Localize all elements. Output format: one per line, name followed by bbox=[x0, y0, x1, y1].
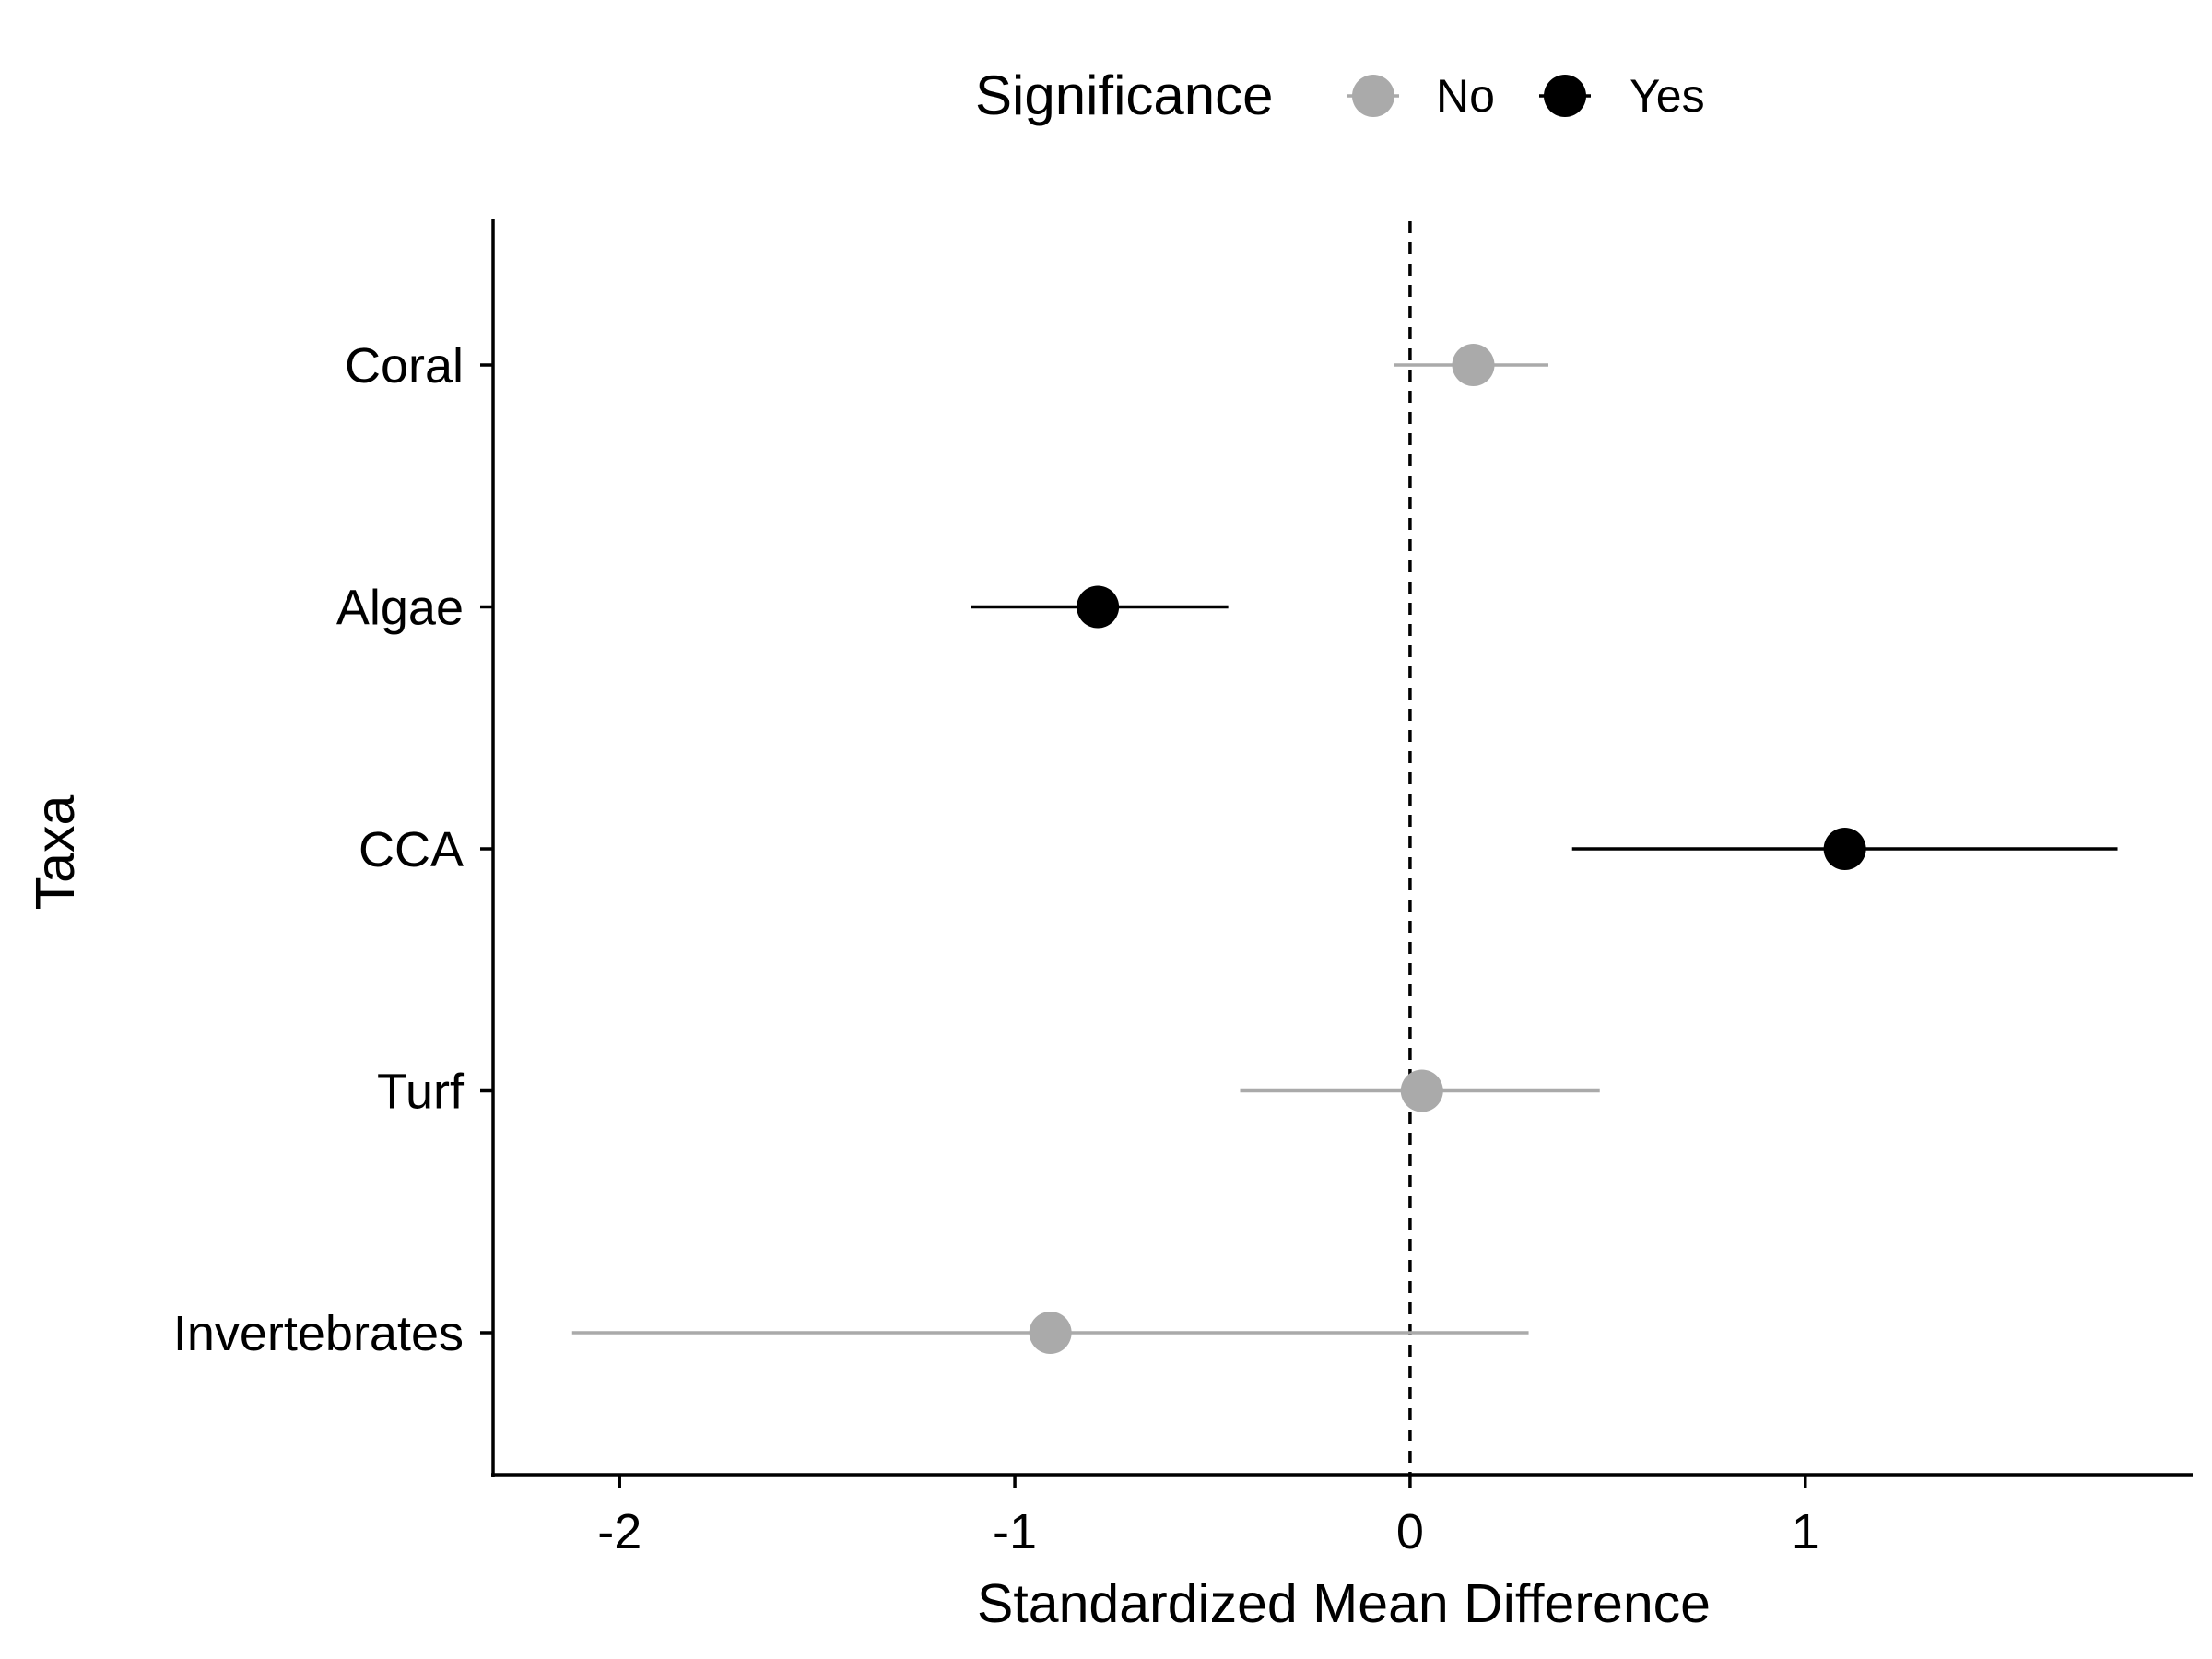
y-axis-title: Taxa bbox=[25, 795, 86, 911]
y-tick-label: Invertebrates bbox=[173, 1306, 464, 1361]
legend-items: No Yes bbox=[1347, 70, 1705, 122]
y-tick-label: Algae bbox=[336, 581, 464, 636]
legend-title: Significance bbox=[975, 65, 1274, 126]
y-tick-label: CCA bbox=[359, 822, 464, 877]
x-tick-label: 1 bbox=[1792, 1504, 1819, 1559]
legend-key-point-yes bbox=[1544, 75, 1586, 117]
legend-label-no: No bbox=[1436, 70, 1495, 122]
point-algae bbox=[1077, 585, 1120, 629]
point-invertebrates bbox=[1029, 1312, 1072, 1354]
x-tick-label: -1 bbox=[993, 1504, 1037, 1559]
x-tick-label: -2 bbox=[597, 1504, 641, 1559]
plot-layer: -2 -1 0 1 Coral Algae CCA Turf Invertebrates bbox=[173, 221, 2118, 1559]
x-tick-label: 0 bbox=[1396, 1504, 1424, 1559]
y-tick-label: Turf bbox=[377, 1065, 465, 1120]
legend: Significance No Yes bbox=[975, 65, 1705, 126]
y-tick-label: Coral bbox=[345, 338, 464, 394]
point-turf bbox=[1400, 1069, 1443, 1112]
legend-key-point-no bbox=[1352, 75, 1394, 117]
point-coral bbox=[1452, 344, 1495, 386]
legend-label-yes: Yes bbox=[1630, 70, 1705, 122]
x-axis-title: Standardized Mean Difference bbox=[977, 1573, 1711, 1634]
point-cca bbox=[1823, 828, 1866, 870]
